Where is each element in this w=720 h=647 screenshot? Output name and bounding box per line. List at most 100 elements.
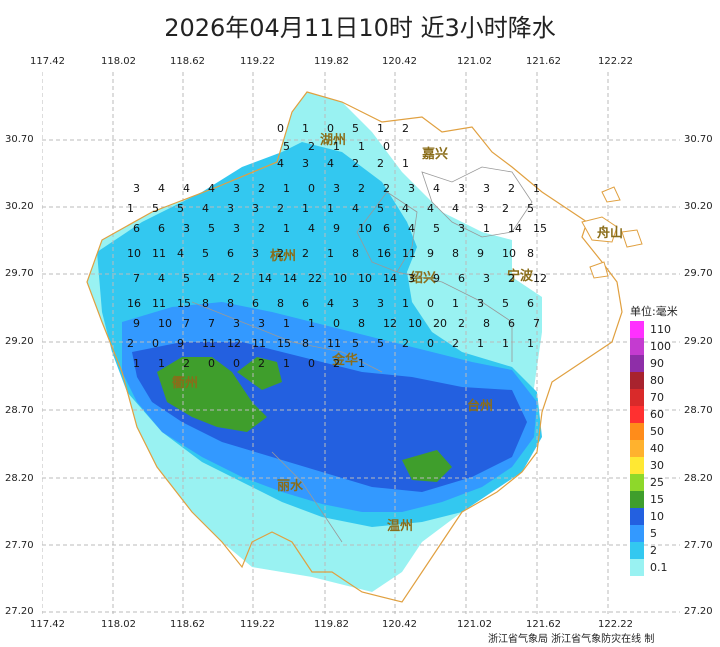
station-value: 8 bbox=[452, 247, 459, 260]
city-label: 金华 bbox=[331, 352, 358, 368]
station-value: 8 bbox=[202, 297, 209, 310]
station-value: 1 bbox=[158, 357, 165, 370]
station-value: 5 bbox=[352, 122, 359, 135]
station-value: 5 bbox=[377, 202, 384, 215]
station-value: 6 bbox=[458, 272, 465, 285]
station-value: 0 bbox=[208, 357, 215, 370]
precipitation-map[interactable]: 湖州 嘉兴 杭州 绍兴 宁波 舟山 金华 台州 丽水 温州 衢州 0 1 0 5 1 25… bbox=[42, 72, 680, 614]
station-value: 2 bbox=[308, 140, 315, 153]
legend-label: 5 bbox=[650, 527, 657, 540]
station-value: 3 bbox=[458, 222, 465, 235]
lon-tick-top: 119.22 bbox=[240, 56, 275, 67]
legend-swatch bbox=[630, 474, 644, 491]
station-value: 6 bbox=[508, 317, 515, 330]
lon-tick-top: 120.42 bbox=[382, 56, 417, 67]
grid-lines bbox=[42, 72, 680, 614]
station-value: 7 bbox=[208, 317, 215, 330]
islands bbox=[581, 186, 643, 279]
station-value: 4 bbox=[308, 222, 315, 235]
station-value: 6 bbox=[383, 222, 390, 235]
station-value: 4 bbox=[202, 202, 209, 215]
legend-swatch bbox=[630, 406, 644, 423]
lat-tick-right: 27.20 bbox=[684, 606, 713, 617]
station-value: 8 bbox=[302, 337, 309, 350]
legend-item: 80 bbox=[630, 372, 678, 389]
station-value: 3 bbox=[227, 202, 234, 215]
station-value: 16 bbox=[377, 247, 391, 260]
station-value: 15 bbox=[533, 222, 547, 235]
legend-label: 110 bbox=[650, 323, 671, 336]
station-value: 0 bbox=[327, 122, 334, 135]
station-value: 2 bbox=[258, 357, 265, 370]
station-value: 9 bbox=[177, 337, 184, 350]
lat-tick-left: 28.20 bbox=[5, 473, 34, 484]
station-value: 14 bbox=[258, 272, 272, 285]
precip-area-15mm bbox=[157, 357, 452, 482]
station-value: 1 bbox=[533, 182, 540, 195]
station-value: 6 bbox=[302, 297, 309, 310]
station-value: 11 bbox=[327, 337, 341, 350]
city-label: 温州 bbox=[387, 519, 413, 534]
legend-label: 25 bbox=[650, 476, 664, 489]
lon-tick-top: 121.02 bbox=[457, 56, 492, 67]
station-value: 9 bbox=[133, 317, 140, 330]
station-value: 2 bbox=[333, 357, 340, 370]
city-label: 湖州 bbox=[320, 133, 346, 148]
lon-tick-top: 121.62 bbox=[526, 56, 561, 67]
station-value: 3 bbox=[408, 182, 415, 195]
legend-swatch bbox=[630, 491, 644, 508]
station-value: 1 bbox=[308, 317, 315, 330]
legend-item: 40 bbox=[630, 440, 678, 457]
station-value: 1 bbox=[527, 337, 534, 350]
station-value: 6 bbox=[158, 222, 165, 235]
station-value: 4 bbox=[183, 182, 190, 195]
station-value: 1 bbox=[327, 202, 334, 215]
station-value: 8 bbox=[527, 247, 534, 260]
station-value: 11 bbox=[202, 337, 216, 350]
legend-item: 30 bbox=[630, 457, 678, 474]
station-value: 15 bbox=[177, 297, 191, 310]
station-value: 14 bbox=[283, 272, 297, 285]
station-value: 3 bbox=[333, 182, 340, 195]
station-value: 11 bbox=[252, 337, 266, 350]
station-value: 3 bbox=[133, 182, 140, 195]
station-value: 1 bbox=[327, 247, 334, 260]
station-value: 7 bbox=[533, 317, 540, 330]
legend-swatch bbox=[630, 389, 644, 406]
station-value: 1 bbox=[477, 337, 484, 350]
station-value: 4 bbox=[327, 297, 334, 310]
station-value: 1 bbox=[127, 202, 134, 215]
province-boundary bbox=[86, 91, 623, 603]
station-value: 2 bbox=[258, 182, 265, 195]
lat-tick-left: 27.70 bbox=[5, 540, 34, 551]
station-value: 14 bbox=[383, 272, 397, 285]
legend-swatch bbox=[630, 559, 644, 576]
lon-tick-top: 117.42 bbox=[30, 56, 65, 67]
station-value: 2 bbox=[402, 337, 409, 350]
lat-tick-right: 30.70 bbox=[684, 134, 713, 145]
station-value: 3 bbox=[483, 182, 490, 195]
station-value: 0 bbox=[427, 297, 434, 310]
legend-label: 2 bbox=[650, 544, 657, 557]
station-value: 4 bbox=[177, 247, 184, 260]
lon-tick-bottom: 119.82 bbox=[314, 619, 349, 630]
station-value: 8 bbox=[352, 247, 359, 260]
station-value: 0 bbox=[308, 182, 315, 195]
station-value: 15 bbox=[277, 337, 291, 350]
station-value: 11 bbox=[152, 247, 166, 260]
legend-label: 15 bbox=[650, 493, 664, 506]
station-value: 2 bbox=[502, 202, 509, 215]
station-value: 5 bbox=[377, 337, 384, 350]
station-value: 10 bbox=[502, 247, 516, 260]
station-value: 1 bbox=[502, 337, 509, 350]
station-value: 6 bbox=[252, 297, 259, 310]
station-value: 5 bbox=[502, 297, 509, 310]
station-value: 4 bbox=[427, 202, 434, 215]
station-value: 0 bbox=[308, 357, 315, 370]
legend-swatch bbox=[630, 457, 644, 474]
legend-label: 90 bbox=[650, 357, 664, 370]
station-value: 4 bbox=[408, 222, 415, 235]
city-label: 宁波 bbox=[507, 268, 534, 284]
station-value: 1 bbox=[358, 140, 365, 153]
station-value: 3 bbox=[252, 247, 259, 260]
